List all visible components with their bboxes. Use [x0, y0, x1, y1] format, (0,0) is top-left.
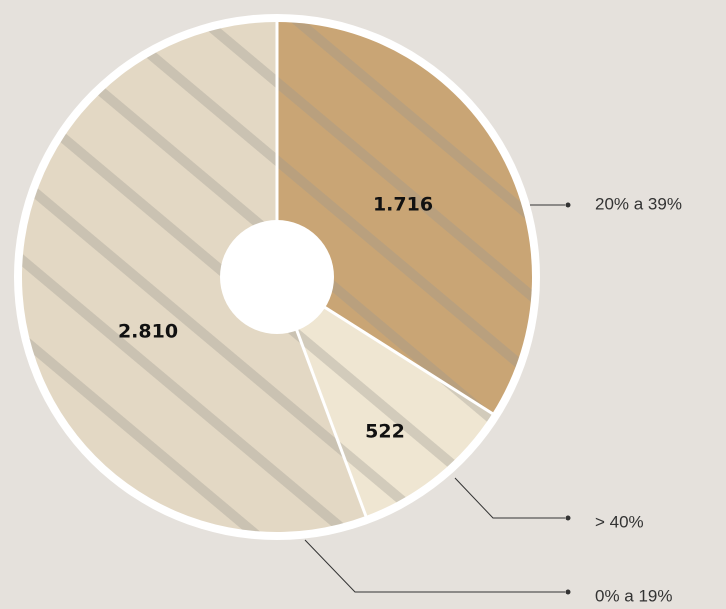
category-label: > 40% — [595, 512, 644, 531]
value-label: 1.716 — [373, 194, 433, 216]
category-label: 20% a 39% — [595, 194, 682, 213]
value-label: 522 — [365, 421, 405, 443]
category-label: 0% a 19% — [595, 586, 673, 605]
value-label: 2.810 — [118, 321, 178, 343]
leader-dot — [565, 515, 571, 521]
leader-line — [304, 539, 565, 593]
pie-hole — [220, 220, 334, 334]
leader-dot — [565, 589, 571, 595]
leader-dot — [565, 202, 571, 208]
leader-line — [454, 477, 565, 519]
